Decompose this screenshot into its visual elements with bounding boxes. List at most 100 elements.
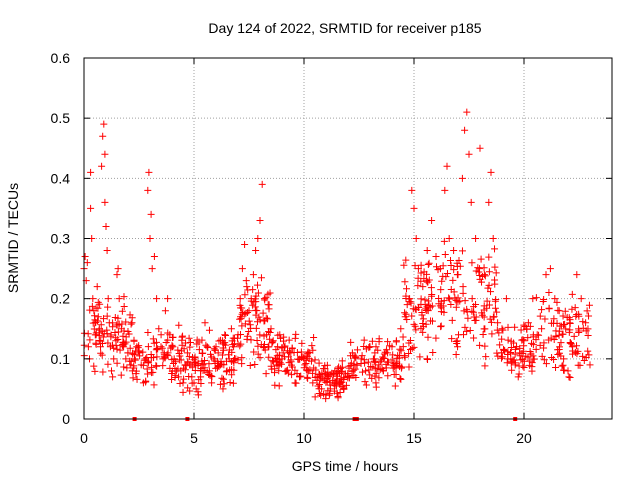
data-point	[541, 315, 549, 323]
data-point	[380, 354, 388, 362]
data-point	[139, 348, 147, 356]
data-point	[288, 363, 296, 371]
data-point	[218, 351, 226, 359]
data-point	[92, 331, 100, 339]
data-point	[424, 306, 432, 314]
data-point	[496, 341, 504, 349]
data-point	[411, 322, 419, 330]
data-point	[171, 371, 179, 379]
data-point	[453, 259, 461, 267]
data-point	[91, 367, 99, 375]
data-point	[322, 378, 330, 386]
data-point	[236, 315, 244, 323]
data-point	[548, 354, 556, 362]
data-point	[411, 262, 419, 270]
data-point	[485, 301, 493, 309]
data-point	[300, 355, 308, 363]
data-point	[107, 331, 115, 339]
data-point	[102, 222, 110, 230]
data-point	[109, 373, 117, 381]
data-point	[566, 339, 574, 347]
data-point	[388, 343, 396, 351]
data-point	[242, 277, 250, 285]
data-point	[244, 308, 252, 316]
data-point	[425, 259, 433, 267]
data-point	[358, 368, 366, 376]
data-point	[312, 366, 320, 374]
data-point	[118, 320, 126, 328]
data-point	[238, 304, 246, 312]
data-point	[198, 336, 206, 344]
data-point	[432, 334, 440, 342]
data-point	[336, 388, 344, 396]
data-point	[372, 369, 380, 377]
data-point	[467, 198, 475, 206]
data-point	[487, 288, 495, 296]
data-point	[519, 362, 527, 370]
data-point	[238, 360, 246, 368]
data-point	[243, 332, 251, 340]
data-point	[112, 337, 120, 345]
data-point	[201, 319, 209, 327]
data-point	[392, 371, 400, 379]
data-point	[90, 307, 98, 315]
data-point	[452, 350, 460, 358]
data-point	[159, 362, 167, 370]
data-point	[152, 362, 160, 370]
data-point	[308, 342, 316, 350]
data-point	[472, 235, 480, 242]
data-point	[468, 307, 476, 315]
data-point	[542, 271, 550, 279]
data-point	[114, 265, 122, 273]
data-point	[108, 367, 115, 375]
data-point	[498, 353, 506, 361]
data-point	[498, 335, 506, 343]
data-point	[190, 379, 198, 387]
data-point	[474, 264, 482, 272]
data-point	[99, 132, 107, 140]
data-point	[414, 282, 422, 290]
y-tick-label: 0	[62, 411, 70, 427]
data-point	[566, 319, 574, 327]
data-point	[251, 360, 259, 368]
data-point	[384, 349, 392, 357]
data-point	[458, 174, 466, 182]
data-point	[93, 283, 101, 291]
data-point	[101, 150, 109, 158]
data-point	[530, 355, 538, 363]
data-point	[186, 343, 194, 351]
data-point	[304, 367, 312, 375]
data-point	[113, 271, 121, 279]
data-point	[110, 355, 118, 363]
data-point	[551, 295, 559, 303]
data-point	[370, 355, 378, 363]
data-point	[400, 352, 408, 360]
data-point	[562, 325, 570, 333]
data-point	[422, 277, 430, 285]
data-point	[485, 281, 493, 289]
data-point	[417, 295, 425, 303]
data-point	[398, 363, 406, 371]
data-point	[445, 235, 453, 242]
data-point	[529, 341, 537, 349]
x-axis-label: GPS time / hours	[292, 458, 399, 474]
data-point	[215, 363, 223, 371]
data-point	[152, 338, 160, 346]
data-point	[344, 373, 352, 381]
data-point	[269, 338, 277, 346]
data-point	[249, 301, 257, 309]
data-point	[364, 358, 372, 366]
data-point	[492, 269, 500, 277]
data-point	[388, 356, 396, 364]
data-point	[412, 326, 420, 334]
data-point	[480, 313, 488, 321]
data-point	[492, 295, 500, 303]
data-point	[338, 357, 346, 365]
data-point	[212, 343, 220, 351]
data-point	[392, 364, 400, 372]
data-point	[148, 265, 156, 273]
data-point	[482, 353, 490, 361]
data-point	[443, 269, 451, 277]
data-point	[113, 359, 121, 367]
data-point	[91, 319, 99, 327]
